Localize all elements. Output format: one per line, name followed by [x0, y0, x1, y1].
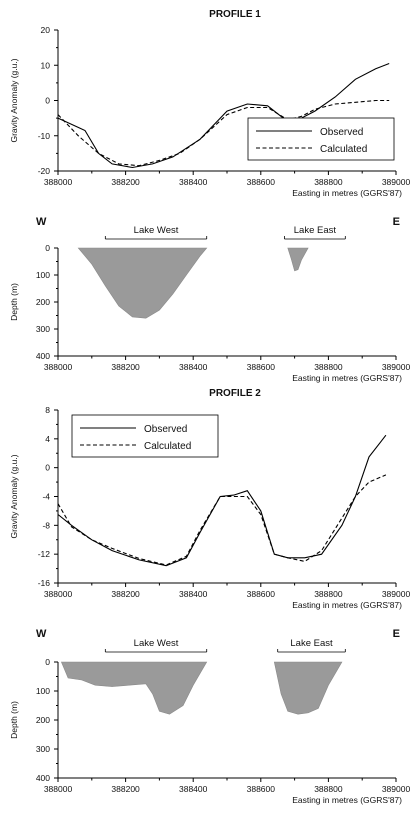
- y-tick-label: 0: [45, 243, 50, 253]
- y-tick-label: 200: [36, 297, 50, 307]
- y-tick-label: 8: [45, 405, 50, 415]
- chart-title: PROFILE 2: [209, 388, 261, 399]
- legend-label-calculated: Calculated: [144, 441, 191, 452]
- east-label: E: [393, 216, 400, 228]
- lake-marker-2: Lake East: [277, 638, 346, 653]
- x-tick-label: 389000: [382, 362, 411, 372]
- x-tick-label: 388200: [111, 177, 140, 187]
- y-tick-label: 0: [45, 463, 50, 473]
- x-tick-label: 388800: [314, 784, 343, 794]
- east-label: E: [393, 628, 400, 640]
- x-tick-label: 388800: [314, 362, 343, 372]
- legend: Observed Calculated: [71, 414, 219, 458]
- x-axis-label: Easting in metres (GGRS'87): [292, 373, 402, 383]
- x-tick-label: 388400: [179, 177, 208, 187]
- x-tick-label: 388600: [247, 589, 276, 599]
- chart-1: PROFILE 1 -20 -10 0 10 20 388000 388200 388400 38…: [9, 9, 410, 198]
- lake-label: Lake East: [294, 225, 337, 236]
- x-tick-label: 388200: [111, 589, 140, 599]
- y-tick-label: 400: [36, 773, 50, 783]
- y-tick-label: -20: [38, 166, 51, 176]
- x-tick-label: 388600: [247, 177, 276, 187]
- legend-label-calculated: Calculated: [320, 144, 367, 155]
- x-tick-label: 389000: [382, 177, 411, 187]
- west-label: W: [36, 628, 47, 640]
- chart-3: PROFILE 2 -16 -12 -8 -4 0 4 8 388000 388200 388400…: [9, 388, 410, 610]
- x-tick-label: 388600: [247, 362, 276, 372]
- x-tick-label: 388600: [247, 784, 276, 794]
- y-axis-label: Depth (m): [9, 701, 19, 739]
- y-tick-label: 0: [45, 96, 50, 106]
- y-tick-label: 300: [36, 744, 50, 754]
- x-axis-label: Easting in metres (GGRS'87): [292, 188, 402, 198]
- y-tick-label: -4: [42, 492, 50, 502]
- y-tick-label: -16: [38, 578, 51, 588]
- x-tick-label: 388400: [179, 589, 208, 599]
- depth-body-2: [287, 247, 309, 272]
- x-tick-label: 388400: [179, 362, 208, 372]
- y-tick-label: 300: [36, 324, 50, 334]
- x-tick-label: 388000: [44, 784, 73, 794]
- y-tick-label: 200: [36, 715, 50, 725]
- y-tick-label: -12: [38, 549, 51, 559]
- legend: Observed Calculated: [247, 117, 395, 161]
- y-tick-label: -10: [38, 131, 51, 141]
- series-line-calculated: [57, 99, 390, 167]
- series-line-observed: [57, 62, 390, 169]
- y-tick-label: -8: [42, 520, 50, 530]
- y-tick-label: 4: [45, 434, 50, 444]
- legend-box: [71, 414, 219, 458]
- y-tick-label: 100: [36, 270, 50, 280]
- legend-label-observed: Observed: [320, 127, 363, 138]
- lake-marker-1: Lake West: [104, 225, 208, 240]
- x-tick-label: 388000: [44, 177, 73, 187]
- y-tick-label: 100: [36, 686, 50, 696]
- x-tick-label: 388400: [179, 784, 208, 794]
- depth-body-1: [60, 661, 208, 715]
- lake-marker-1: Lake West: [104, 638, 208, 653]
- series-line-calculated: [57, 474, 387, 566]
- y-tick-label: 10: [41, 60, 51, 70]
- x-tick-label: 389000: [382, 589, 411, 599]
- series-line-observed: [57, 434, 387, 567]
- x-axis-label: Easting in metres (GGRS'87): [292, 600, 402, 610]
- x-tick-label: 388200: [111, 362, 140, 372]
- x-tick-label: 388800: [314, 177, 343, 187]
- y-axis-label: Gravity Anomaly (g.u.): [9, 454, 19, 538]
- y-axis-label: Gravity Anomaly (g.u.): [9, 58, 19, 142]
- depth-body-2: [273, 661, 343, 715]
- x-tick-label: 388000: [44, 362, 73, 372]
- x-tick-label: 388000: [44, 589, 73, 599]
- lake-label: Lake West: [134, 638, 179, 649]
- x-tick-label: 388800: [314, 589, 343, 599]
- depth-body-1: [77, 247, 208, 319]
- y-axis-label: Depth (m): [9, 283, 19, 321]
- y-tick-label: 400: [36, 351, 50, 361]
- x-tick-label: 389000: [382, 784, 411, 794]
- x-tick-label: 388200: [111, 784, 140, 794]
- lake-label: Lake West: [134, 225, 179, 236]
- west-label: W: [36, 216, 47, 228]
- x-axis-label: Easting in metres (GGRS'87): [292, 795, 402, 805]
- y-tick-label: 0: [45, 657, 50, 667]
- y-tick-label: 20: [41, 25, 51, 35]
- lake-marker-2: Lake East: [284, 225, 346, 240]
- legend-label-observed: Observed: [144, 424, 187, 435]
- lake-label: Lake East: [290, 638, 333, 649]
- legend-box: [247, 117, 395, 161]
- chart-title: PROFILE 1: [209, 9, 261, 20]
